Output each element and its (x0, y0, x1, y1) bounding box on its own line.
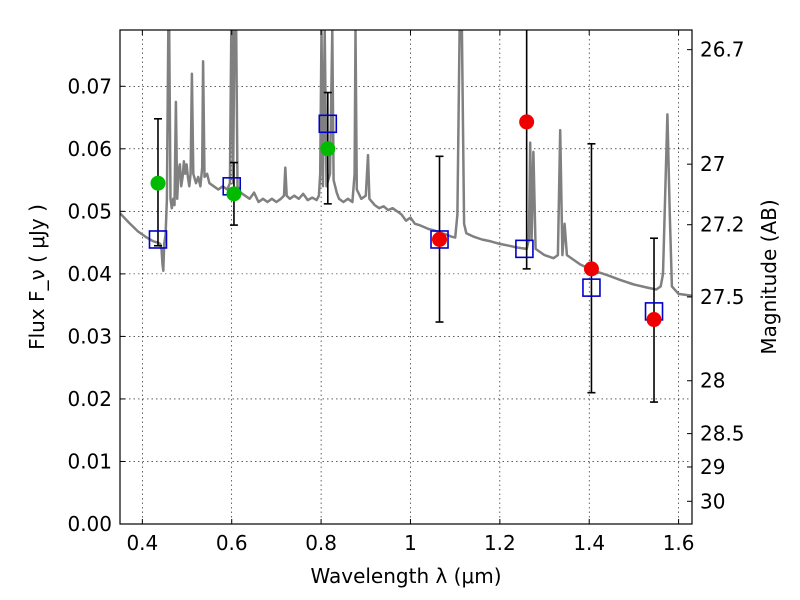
y2-axis-label: Magnitude (AB) (757, 199, 781, 354)
y2-tick-label: 27.5 (700, 285, 745, 309)
x-tick-label: 1.2 (484, 531, 516, 555)
x-axis-label: Wavelength λ (μm) (310, 564, 501, 588)
model-photometry-square (515, 239, 534, 259)
x-tick-label: 1 (404, 531, 417, 555)
observed-optical-point (226, 186, 242, 202)
x-tick-label: 1.6 (663, 531, 695, 555)
observed-optical-point (150, 175, 166, 191)
observed-nir-point (432, 231, 448, 247)
y-tick-label: 0.05 (67, 199, 112, 223)
model-photometry-square (582, 278, 601, 297)
observed-optical-point (320, 141, 336, 157)
x-tick-label: 0.4 (126, 531, 158, 555)
model-photometry-square (318, 114, 338, 134)
x-axis: 0.4 0.6 0.8 1 1.2 1.4 1.6 (126, 30, 695, 555)
y-tick-label: 0.04 (67, 262, 112, 286)
x-tick-label: 1.4 (573, 531, 605, 555)
y-tick-label: 0.00 (67, 512, 112, 536)
y2-tick-label: 26.7 (700, 38, 745, 62)
x-tick-label: 0.6 (216, 531, 248, 555)
y2-tick-label: 27.2 (700, 213, 745, 237)
observed-nir-point (583, 261, 599, 277)
y-tick-label: 0.06 (67, 137, 112, 161)
y-tick-label: 0.02 (67, 387, 112, 411)
y2-tick-label: 28.5 (700, 422, 745, 446)
sed-model-line (120, 30, 692, 298)
plot-frame (119, 29, 693, 525)
y-axis-label: Flux F_ν ( μJy ) (25, 204, 49, 350)
y2-tick-label: 27 (700, 152, 725, 176)
model-photometry-square (148, 230, 168, 249)
y-axis: 0.00 0.01 0.02 0.03 0.04 0.05 0.06 0.07 (67, 74, 125, 536)
y2-tick-label: 29 (700, 455, 725, 479)
x-tick-label: 0.8 (305, 531, 337, 555)
observed-nir-point (519, 114, 535, 130)
y-tick-label: 0.07 (67, 74, 112, 98)
y2-axis: 26.7 27 27.2 27.5 28 28.5 29 30 (687, 38, 745, 513)
plot-area (120, 30, 692, 403)
y2-tick-label: 28 (700, 369, 725, 393)
model-photometry-square (430, 230, 449, 249)
observed-nir-point (646, 312, 662, 328)
y-tick-label: 0.03 (67, 324, 112, 348)
y-tick-label: 0.01 (67, 449, 112, 473)
plot-background (120, 30, 692, 524)
y2-tick-label: 30 (700, 489, 725, 513)
